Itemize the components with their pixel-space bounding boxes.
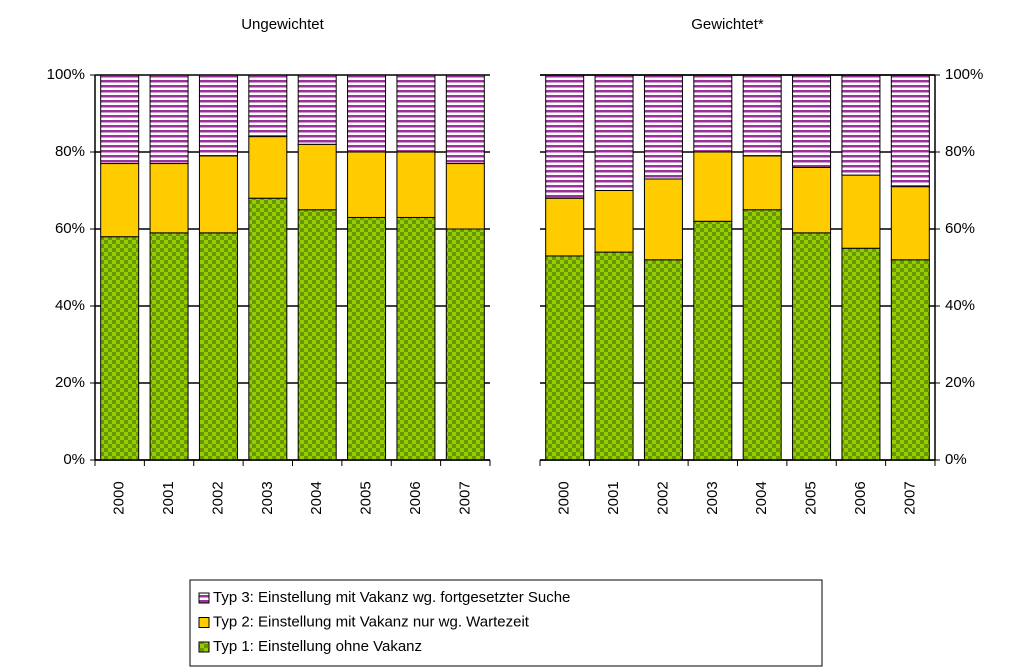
bar-segment bbox=[643, 259, 683, 461]
legend-swatch bbox=[198, 641, 210, 653]
legend-label: Typ 1: Einstellung ohne Vakanz bbox=[213, 638, 422, 655]
x-tick-label: 2003 bbox=[259, 481, 276, 514]
bar-segment bbox=[396, 74, 436, 153]
legend-swatch bbox=[198, 592, 210, 604]
y-tick-label: 20% bbox=[55, 374, 85, 391]
bar-segment bbox=[198, 74, 238, 157]
y-tick-label: 0% bbox=[63, 451, 85, 468]
bar-segment bbox=[643, 178, 683, 261]
x-tick-label: 2006 bbox=[852, 481, 869, 514]
bar-segment bbox=[841, 247, 881, 461]
bar-segment bbox=[792, 232, 832, 461]
y-tick-label: 40% bbox=[55, 297, 85, 314]
y-tick-label: 60% bbox=[55, 220, 85, 237]
y-tick-label: 80% bbox=[945, 143, 975, 160]
chart-title: Gewichtet* bbox=[691, 16, 764, 33]
legend-swatch bbox=[198, 617, 210, 628]
bar-segment bbox=[742, 209, 782, 461]
bar-segment bbox=[100, 236, 140, 461]
bar-segment bbox=[347, 74, 387, 153]
x-tick-label: 2000 bbox=[111, 481, 128, 514]
bar-segment bbox=[149, 74, 189, 165]
x-tick-label: 2006 bbox=[407, 481, 424, 514]
bar-segment bbox=[742, 155, 782, 211]
bar-segment bbox=[792, 74, 832, 168]
x-tick-label: 2002 bbox=[654, 481, 671, 514]
x-tick-label: 2007 bbox=[456, 481, 473, 514]
bar-segment bbox=[347, 151, 387, 218]
bar-segment bbox=[445, 74, 485, 165]
bar-segment bbox=[396, 216, 436, 461]
y-tick-label: 80% bbox=[55, 143, 85, 160]
bar-segment bbox=[890, 74, 930, 188]
bar-segment bbox=[297, 143, 337, 211]
bar-segment bbox=[100, 163, 140, 238]
x-tick-label: 2002 bbox=[209, 481, 226, 514]
bar-segment bbox=[545, 74, 585, 199]
x-tick-label: 2007 bbox=[901, 481, 918, 514]
y-tick-label: 100% bbox=[945, 66, 983, 83]
bar-segment bbox=[890, 259, 930, 461]
bar-segment bbox=[594, 190, 634, 253]
bar-segment bbox=[297, 209, 337, 461]
legend-label: Typ 2: Einstellung mit Vakanz nur wg. Wa… bbox=[213, 613, 530, 630]
bar-segment bbox=[693, 220, 733, 461]
bar-segment bbox=[792, 166, 832, 234]
bar-segment bbox=[841, 174, 881, 249]
x-tick-label: 2000 bbox=[556, 481, 573, 514]
legend-label: Typ 3: Einstellung mit Vakanz wg. fortge… bbox=[213, 589, 570, 606]
x-tick-label: 2004 bbox=[753, 481, 770, 514]
x-tick-label: 2004 bbox=[308, 481, 325, 514]
bar-segment bbox=[643, 74, 683, 180]
bar-segment bbox=[742, 74, 782, 157]
bar-segment bbox=[445, 228, 485, 461]
bar-segment bbox=[248, 197, 288, 461]
bar-segment bbox=[594, 74, 634, 191]
y-tick-label: 60% bbox=[945, 220, 975, 237]
chart-title: Ungewichtet bbox=[241, 16, 324, 33]
y-tick-label: 0% bbox=[945, 451, 967, 468]
bar-segment bbox=[693, 151, 733, 222]
y-tick-label: 20% bbox=[945, 374, 975, 391]
bar-segment bbox=[248, 74, 288, 138]
bar-segment bbox=[841, 74, 881, 176]
bar-segment bbox=[545, 197, 585, 257]
bar-segment bbox=[890, 186, 930, 261]
x-tick-label: 2005 bbox=[803, 481, 820, 514]
bar-segment bbox=[198, 155, 238, 234]
bar-segment bbox=[248, 136, 288, 199]
x-tick-label: 2003 bbox=[704, 481, 721, 514]
x-tick-label: 2001 bbox=[160, 481, 177, 514]
y-tick-label: 40% bbox=[945, 297, 975, 314]
bar-segment bbox=[198, 232, 238, 461]
bar-segment bbox=[149, 163, 189, 234]
bar-segment bbox=[545, 255, 585, 461]
y-tick-label: 100% bbox=[47, 66, 85, 83]
x-tick-label: 2001 bbox=[605, 481, 622, 514]
bar-segment bbox=[396, 151, 436, 218]
bar-segment bbox=[693, 74, 733, 153]
bar-segment bbox=[149, 232, 189, 461]
bar-segment bbox=[347, 216, 387, 461]
legend-box bbox=[189, 579, 823, 667]
bar-segment bbox=[297, 74, 337, 145]
bar-segment bbox=[445, 163, 485, 230]
x-tick-label: 2005 bbox=[358, 481, 375, 514]
bar-segment bbox=[594, 251, 634, 461]
bar-segment bbox=[100, 74, 140, 165]
